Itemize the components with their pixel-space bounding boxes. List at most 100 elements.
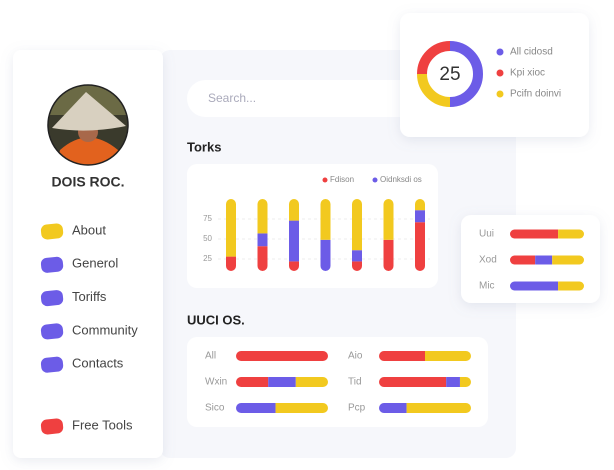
bar-segment [236,351,328,361]
row-label: Uui [479,229,494,240]
hbar [236,351,328,361]
hbar [236,403,328,413]
menu-item[interactable]: Free Tools [72,417,133,432]
row-label: Sico [205,403,225,414]
bar-segment [236,377,269,387]
legend-dot [496,69,504,77]
menu-icon [40,356,64,373]
section-title: Torks [187,139,221,154]
menu-item[interactable]: Toriffs [72,289,107,304]
menu-item[interactable]: Contacts [72,356,124,371]
bar-segment [275,403,328,413]
row-label: Mic [479,281,495,292]
bar-segment [510,255,536,265]
hbar [379,403,471,413]
sidebar [13,50,163,458]
bar-segment [383,199,394,240]
bar-segment [558,229,584,239]
menu-icon [40,223,64,240]
row-label: All [205,351,216,362]
hbar [510,229,584,239]
legend-dot [496,48,504,56]
menu-icon [40,323,64,340]
legend-dot [496,90,504,98]
bar-segment [226,199,236,257]
bar-segment [257,246,268,271]
bar-segment [510,229,559,239]
bar-segment [406,403,471,413]
bar-chart-card [187,164,438,288]
bar-segment [379,377,447,387]
bar-segment [535,255,553,265]
bar-segment [289,261,299,271]
stacked-bar [289,199,299,271]
legend-label: Fdison [330,175,354,184]
hbar [510,255,584,265]
row-label: Wxin [205,377,227,388]
legend-dot [372,177,378,183]
menu-icon [40,418,64,435]
hbar [379,377,471,387]
stacked-bar [257,199,268,271]
y-tick-label: 25 [203,254,212,263]
y-tick-label: 75 [203,214,212,223]
menu-icon [40,256,64,273]
bar-segment [415,210,425,223]
bar-segment [510,281,559,291]
y-tick-label: 50 [203,234,212,243]
donut-segment [417,73,451,107]
bar-segment [352,199,362,251]
stacked-bar [352,199,362,271]
donut-card [400,13,589,137]
bar-segment [320,239,331,271]
bar-segment [295,377,328,387]
menu-item[interactable]: Generol [72,256,118,271]
legend-label: Kpi xioc [510,68,545,79]
bar-segment [415,199,425,211]
bar-segment [289,220,299,262]
row-label: Aio [348,351,363,362]
hbar [236,377,328,387]
bar-segment [552,255,584,265]
bar-segment [352,250,362,262]
bar-segment [379,351,425,361]
search-placeholder: Search... [208,91,256,105]
legend-label: All cidosd [510,47,553,58]
avatar [48,85,128,165]
profile-name: DOIS ROC. [51,174,124,190]
stacked-bar [383,199,394,271]
bar-segment [383,239,394,271]
row-label: Pcp [348,403,366,414]
hbar [510,281,584,291]
donut-segment [417,41,451,75]
menu-item[interactable]: About [72,222,106,237]
bar-segment [352,261,362,271]
bar-segment [379,403,407,413]
section-title: UUCI OS. [187,312,245,327]
bar-segment [459,377,471,387]
stacked-bar [415,199,425,271]
bar-segment [257,199,268,234]
stacked-bar [320,199,331,271]
bar-segment [415,222,425,271]
row-label: Tid [348,377,362,388]
bar-segment [226,256,236,271]
legend-label: Oidnksdi os [380,175,422,184]
menu-icon [40,290,64,307]
bar-segment [446,377,460,387]
row-label: Xod [479,255,497,266]
donut-segment [449,41,483,107]
legend-label: Pcifn doinvi [510,89,561,100]
legend-dot [322,177,328,183]
bar-segment [320,199,331,240]
menu-item[interactable]: Community [72,322,138,337]
bar-segment [236,403,276,413]
bar-segment [425,351,471,361]
bar-segment [558,281,584,291]
dynamic: About Generol Toriffs Community Contacts Free… [40,41,584,435]
stacked-bar [226,199,236,271]
hbar [379,351,471,361]
bar-segment [268,377,296,387]
search-bar[interactable] [187,80,427,117]
